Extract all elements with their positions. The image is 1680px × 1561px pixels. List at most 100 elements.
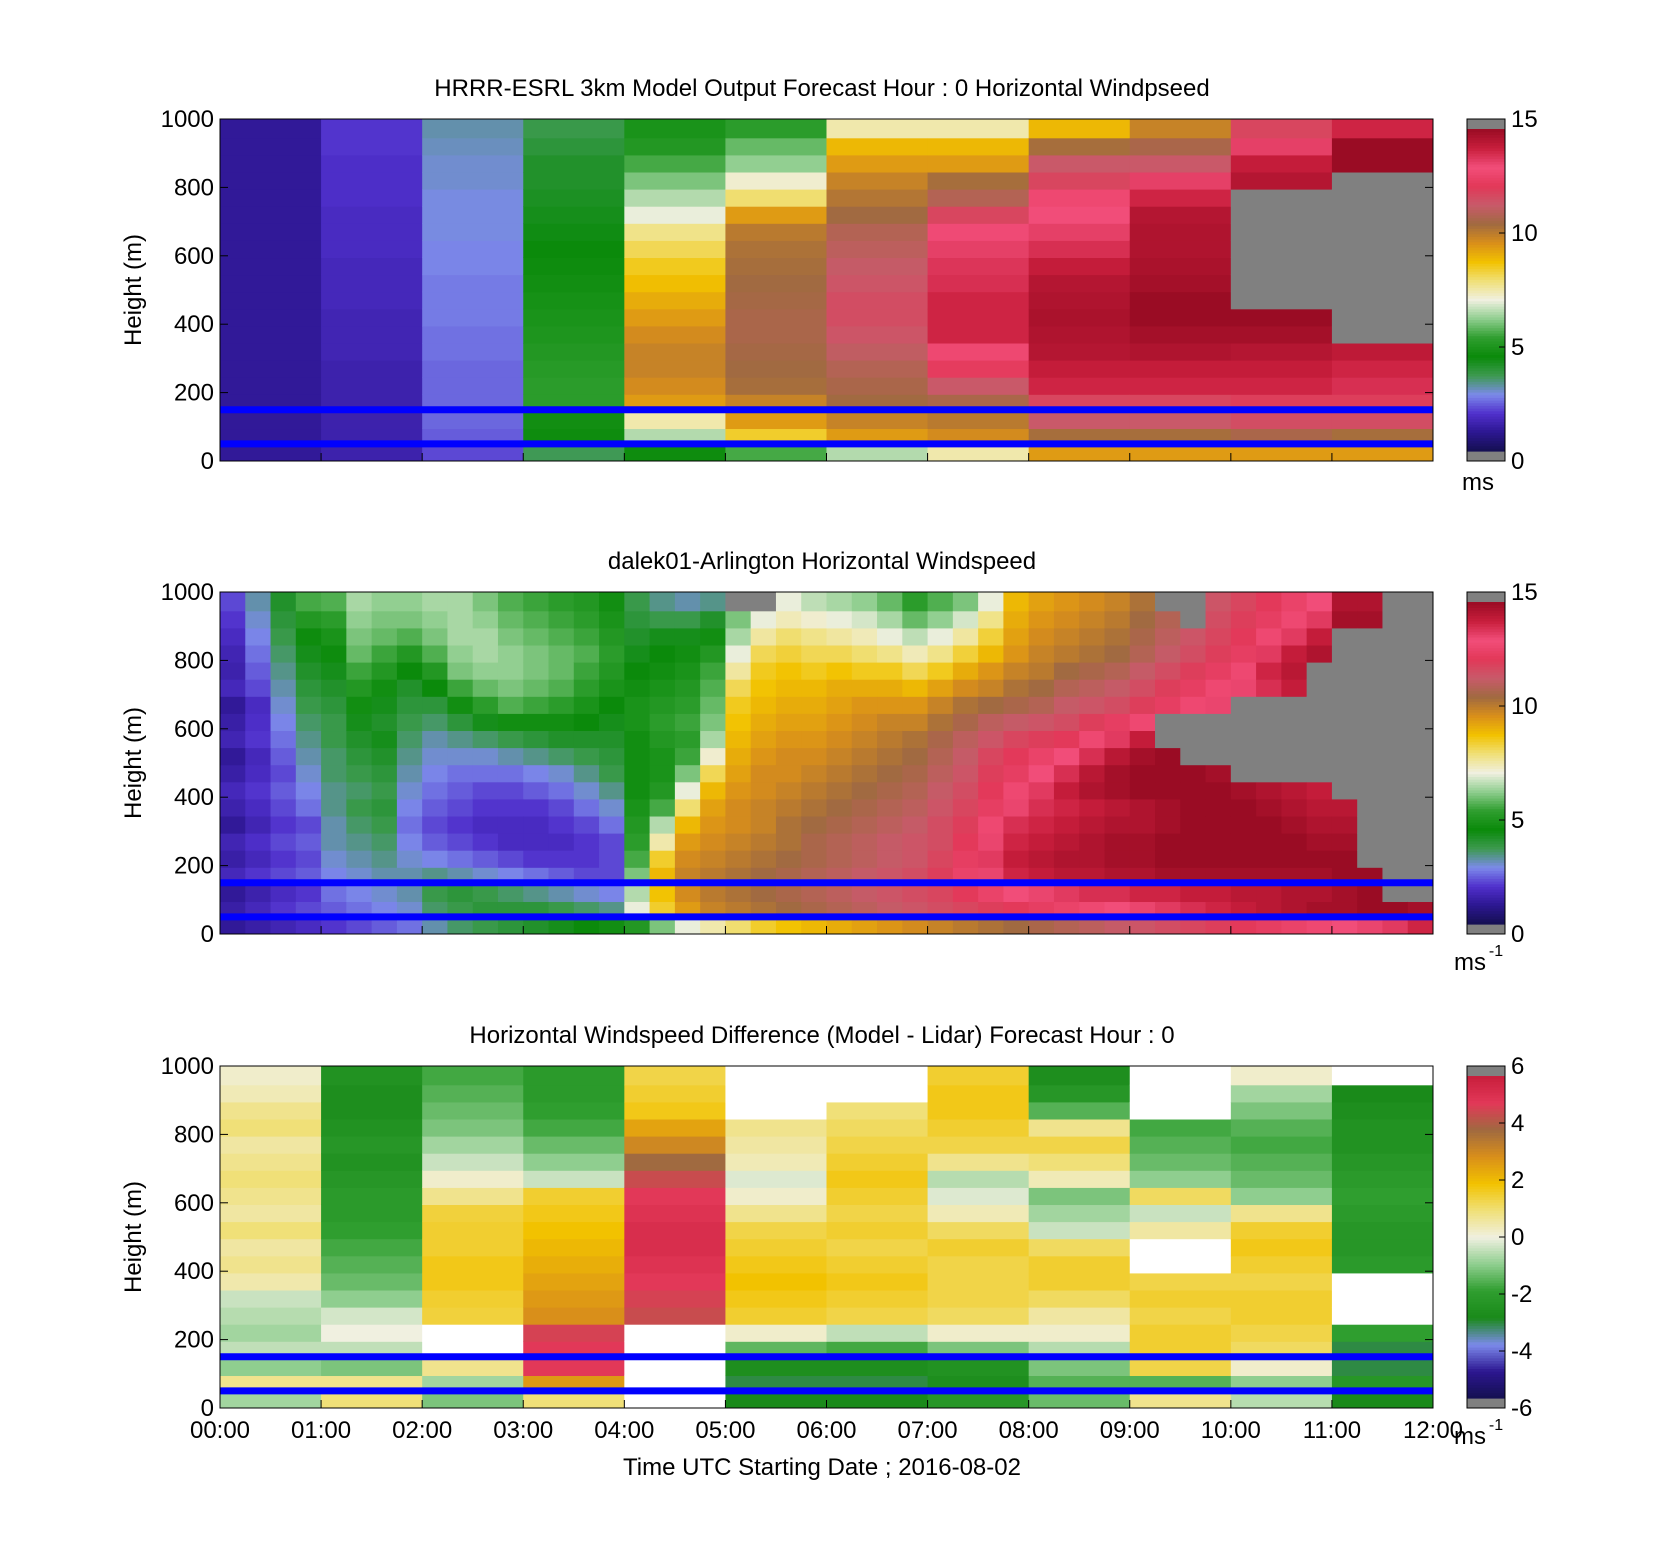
heatmap-cell [1407, 916, 1434, 935]
colorbar-swatch [1467, 789, 1505, 794]
heatmap-cell [1382, 662, 1409, 680]
y-axis-label: Height (m) [120, 234, 147, 346]
heatmap-cell [422, 610, 448, 629]
heatmap-cell [1053, 747, 1080, 766]
heatmap-cell [725, 850, 752, 868]
heatmap-cell [422, 884, 448, 903]
heatmap-cell [1281, 713, 1308, 732]
heatmap-cell [523, 360, 625, 378]
colorbar-swatch [1467, 781, 1505, 786]
heatmap-cell [1155, 850, 1181, 868]
heatmap-cell [599, 850, 625, 868]
heatmap-cell [523, 206, 625, 224]
heatmap-cell [1306, 781, 1333, 800]
heatmap-cell [321, 1290, 423, 1308]
heatmap-cell [978, 662, 1004, 680]
heatmap-cell [245, 627, 272, 646]
heatmap-cell [1104, 850, 1131, 868]
heatmap-cell [826, 189, 929, 207]
colorbar-swatch [1467, 1124, 1505, 1128]
heatmap-cell [978, 916, 1004, 935]
heatmap-cell [1104, 610, 1131, 629]
heatmap-cell [952, 662, 979, 680]
heatmap-cell [1129, 1101, 1232, 1120]
heatmap-cell [396, 696, 423, 714]
colorbar-swatch [1467, 808, 1505, 812]
heatmap-cell [1028, 119, 1131, 139]
heatmap-cell [1331, 377, 1434, 395]
heatmap-cell [422, 343, 524, 361]
colorbar-unit: ms [1454, 1423, 1486, 1450]
heatmap-cell [826, 816, 853, 834]
heatmap-cell [573, 730, 600, 749]
colorbar-swatch [1467, 873, 1505, 877]
heatmap-cell [321, 360, 423, 378]
heatmap-cell [624, 916, 651, 935]
heatmap-cell [220, 645, 246, 663]
colorbar-swatch [1467, 1271, 1505, 1276]
heatmap-cell [548, 884, 575, 903]
heatmap-cell [321, 798, 347, 817]
heatmap-cell [674, 679, 701, 697]
colorbar-swatch [1467, 1274, 1505, 1278]
heatmap-cell [624, 610, 651, 629]
heatmap-cell [750, 645, 777, 663]
heatmap-cell [952, 713, 979, 732]
heatmap-cell [1306, 730, 1333, 749]
heatmap-cell [1382, 730, 1409, 749]
heatmap-cell [497, 610, 524, 629]
heatmap-cell [1155, 781, 1181, 800]
heatmap-cell [1003, 884, 1030, 903]
colorbar-swatch [1467, 343, 1505, 347]
heatmap-cell [725, 1358, 827, 1377]
heatmap-cell [321, 1238, 423, 1257]
heatmap-cell [220, 1255, 322, 1274]
colorbar-swatch [1467, 322, 1505, 326]
heatmap-cell [1079, 764, 1105, 783]
heatmap-cell [700, 730, 726, 749]
reference-lines [220, 406, 1433, 448]
heatmap-cell [1256, 662, 1282, 680]
heatmap-cell [1180, 645, 1207, 663]
colorbar-swatch [1467, 610, 1505, 614]
colorbar-swatch [1467, 426, 1505, 431]
heatmap-cell [1230, 172, 1333, 190]
colorbar-swatch [1467, 1148, 1505, 1152]
heatmap-cell [573, 833, 600, 851]
heatmap-cell [826, 1066, 929, 1086]
heatmap-cell [1205, 781, 1232, 800]
heatmap-cell [321, 850, 347, 868]
heatmap-cell [1230, 308, 1333, 327]
heatmap-cell [422, 291, 524, 310]
heatmap-cell [826, 1324, 929, 1342]
heatmap-cell [902, 713, 929, 732]
heatmap-cell [624, 627, 651, 646]
colorbar-swatch [1467, 717, 1505, 721]
heatmap-cell [1003, 679, 1030, 697]
heatmap-cell [1407, 713, 1434, 732]
heatmap-cell [1129, 850, 1156, 868]
heatmap-cell [1053, 816, 1080, 834]
colorbar-swatch [1467, 142, 1505, 146]
heatmap-cell [295, 816, 322, 834]
heatmap-cell [346, 798, 373, 817]
heatmap-cell [523, 1390, 625, 1409]
heatmap-cell [927, 1272, 1030, 1291]
heatmap-cell [1129, 1390, 1232, 1409]
colorbar-swatch [1467, 1269, 1505, 1273]
heatmap-cell [624, 1101, 726, 1120]
colorbar-swatch [1467, 1215, 1505, 1219]
heatmap-cell [1331, 645, 1358, 663]
heatmap-cell [775, 730, 802, 749]
colorbar-swatch [1467, 233, 1505, 237]
colorbar-swatch [1467, 1081, 1505, 1085]
heatmap-cell [1382, 696, 1409, 714]
heatmap-cell [725, 325, 827, 344]
heatmap-cell [1129, 1255, 1232, 1274]
colorbar-swatch [1467, 1167, 1505, 1171]
heatmap-cell [1079, 816, 1105, 834]
heatmap-cell [1129, 610, 1156, 629]
colorbar-tick-label: 6 [1511, 1053, 1524, 1080]
heatmap-cell [1281, 816, 1308, 834]
